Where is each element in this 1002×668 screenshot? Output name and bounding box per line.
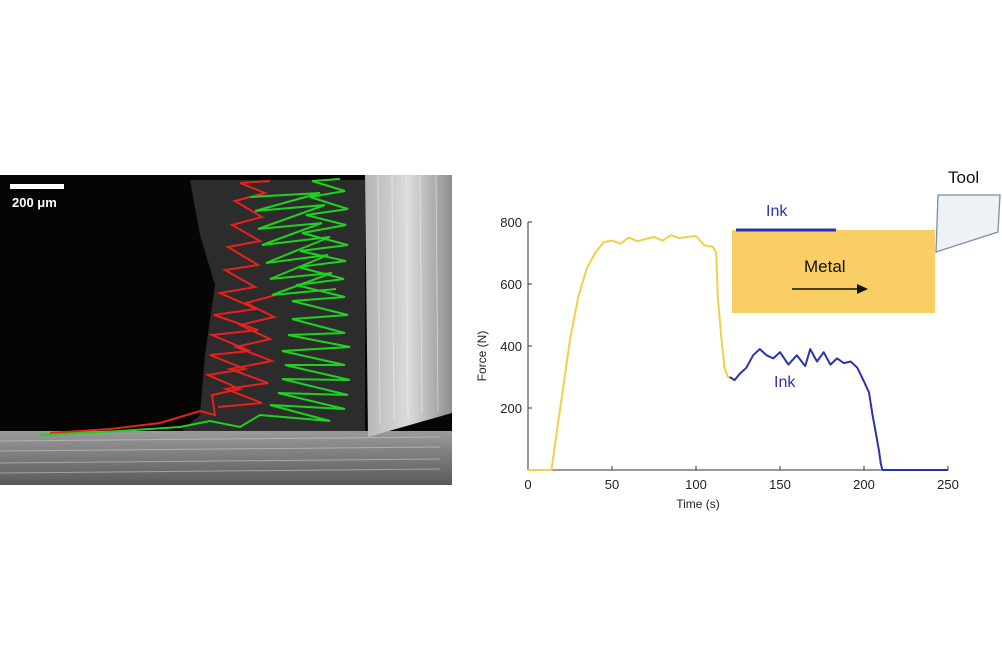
tool-label: Tool (948, 168, 979, 187)
y-tick-label: 200 (500, 401, 522, 416)
metal-block (732, 230, 935, 313)
y-axis-label: Force (N) (475, 331, 489, 382)
y-tick-label: 800 (500, 215, 522, 230)
red-trace (217, 294, 277, 408)
ink-top-label: Ink (766, 203, 788, 220)
y-tick-label: 600 (500, 277, 522, 292)
scale-bar (10, 184, 64, 189)
workpiece-striations (0, 436, 441, 474)
force-series-line (729, 348, 948, 471)
y-tick-label: 400 (500, 339, 522, 354)
x-tick-label: 0 (524, 477, 531, 492)
metal-label: Metal (804, 257, 846, 276)
green-trace (39, 178, 351, 436)
tool-striations (377, 175, 439, 426)
x-tick-label: 50 (605, 477, 619, 492)
motion-arrow-head (857, 284, 868, 294)
force-time-chart: 0 50 100 150 200 250 200 400 600 800 Time (s) Force… (475, 168, 1001, 511)
x-axis-label: Time (s) (676, 497, 720, 511)
micrograph-image: 200 μm (0, 175, 452, 485)
green-traces (39, 178, 351, 436)
cutting-tool (365, 175, 452, 437)
red-traces (49, 180, 277, 434)
tool-shape (935, 194, 1001, 253)
scale-bar-label: 200 μm (12, 195, 57, 210)
x-tick-label: 150 (769, 477, 791, 492)
green-trace (249, 192, 337, 296)
x-tick-label: 100 (685, 477, 707, 492)
x-tick-label: 250 (937, 477, 959, 492)
x-tick-label: 200 (853, 477, 875, 492)
force-series-line (528, 234, 730, 471)
ink-curve-label: Ink (774, 374, 796, 391)
red-trace (49, 180, 271, 434)
